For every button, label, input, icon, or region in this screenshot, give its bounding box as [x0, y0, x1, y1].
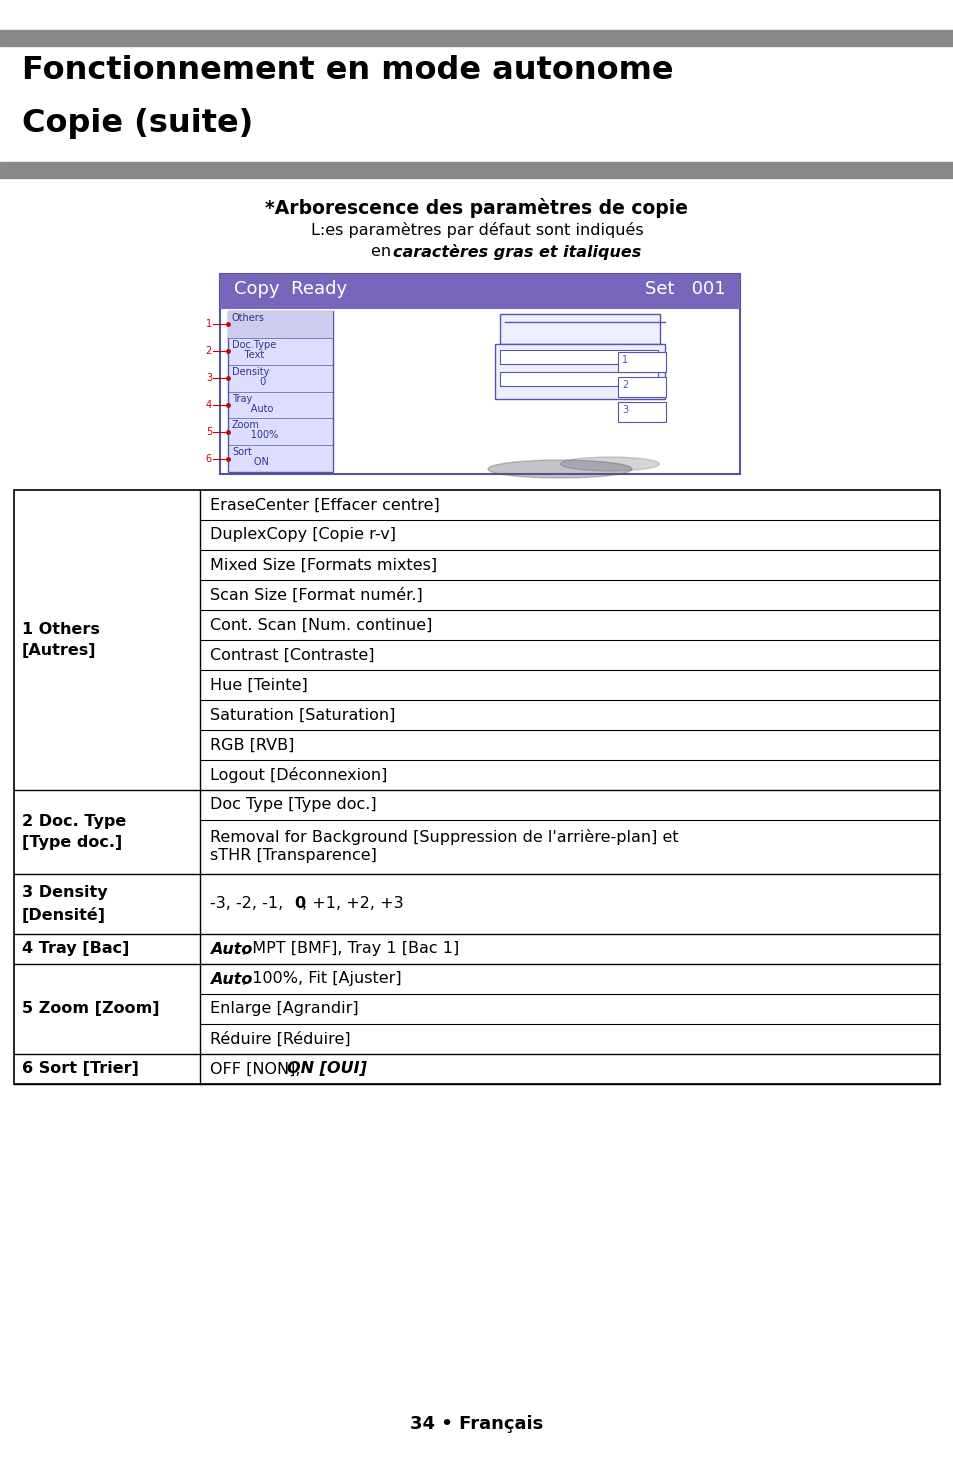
Text: 5 Zoom [Zoom]: 5 Zoom [Zoom] [22, 1002, 159, 1016]
Text: 4 Tray [Bac]: 4 Tray [Bac] [22, 941, 130, 956]
Bar [499, 314, 659, 344]
Text: Réduire [Réduire]: Réduire [Réduire] [210, 1031, 351, 1047]
Text: Auto: Auto [210, 941, 253, 956]
Text: Doc.Type: Doc.Type [232, 339, 276, 350]
Text: Others: Others [232, 313, 265, 323]
Text: Hue [Teinte]: Hue [Teinte] [210, 677, 308, 692]
Bar [0, 30, 953, 46]
Text: sTHR [Transparence]: sTHR [Transparence] [210, 848, 376, 863]
Text: *Arborescence des paramètres de copie: *Arborescence des paramètres de copie [265, 198, 688, 218]
Text: Cont. Scan [Num. continue]: Cont. Scan [Num. continue] [210, 618, 432, 633]
Text: Sort: Sort [232, 447, 252, 457]
Bar [228, 311, 333, 338]
Text: 3: 3 [206, 373, 212, 384]
Text: 6 Sort [Trier]: 6 Sort [Trier] [22, 1062, 139, 1077]
Text: 3 Density
[Densité]: 3 Density [Densité] [22, 885, 108, 923]
Text: Logout [Déconnexion]: Logout [Déconnexion] [210, 767, 387, 783]
Text: Zoom: Zoom [232, 420, 259, 431]
Text: 0: 0 [294, 897, 305, 912]
Text: 5: 5 [206, 426, 212, 437]
Text: ON [OUI]: ON [OUI] [287, 1062, 367, 1077]
Text: 2: 2 [206, 347, 212, 357]
Text: Auto: Auto [232, 404, 274, 413]
Text: Text: Text [232, 350, 264, 360]
Text: Tray: Tray [232, 394, 252, 404]
Text: Removal for Background [Suppression de l'arrière-plan] et: Removal for Background [Suppression de l… [210, 829, 678, 845]
Ellipse shape [560, 457, 659, 471]
Text: Density: Density [232, 367, 269, 376]
Bar [228, 311, 333, 472]
Bar [618, 403, 665, 422]
Bar [618, 378, 665, 397]
Text: , +1, +2, +3: , +1, +2, +3 [302, 897, 404, 912]
Text: Set   001: Set 001 [644, 280, 725, 298]
Bar [499, 350, 658, 364]
Text: 3: 3 [621, 406, 627, 414]
Bar [220, 274, 740, 473]
Text: Fonctionnement en mode autonome: Fonctionnement en mode autonome [22, 55, 673, 86]
Text: -3, -2, -1,: -3, -2, -1, [210, 897, 288, 912]
Ellipse shape [488, 460, 631, 478]
Text: 1: 1 [206, 320, 212, 329]
Text: 34 • Français: 34 • Français [410, 1415, 543, 1434]
Bar [220, 274, 740, 308]
Text: ON: ON [232, 457, 269, 468]
Text: 2 Doc. Type
[Type doc.]: 2 Doc. Type [Type doc.] [22, 814, 126, 850]
Bar [618, 353, 665, 372]
Text: L:es paramètres par défaut sont indiqués: L:es paramètres par défaut sont indiqués [311, 223, 642, 237]
Text: RGB [RVB]: RGB [RVB] [210, 738, 294, 752]
Text: 1 Others
[Autres]: 1 Others [Autres] [22, 622, 100, 658]
Text: en: en [371, 243, 395, 260]
Text: .: . [586, 243, 592, 260]
Bar [14, 490, 939, 1084]
Text: EraseCenter [Effacer centre]: EraseCenter [Effacer centre] [210, 497, 439, 512]
Text: Auto: Auto [210, 972, 253, 987]
Text: Enlarge [Agrandir]: Enlarge [Agrandir] [210, 1002, 358, 1016]
Text: Scan Size [Format numér.]: Scan Size [Format numér.] [210, 587, 422, 603]
Text: Copy  Ready: Copy Ready [233, 280, 347, 298]
Text: caractères gras et italiques: caractères gras et italiques [393, 243, 640, 260]
Text: DuplexCopy [Copie r-v]: DuplexCopy [Copie r-v] [210, 528, 395, 543]
Text: 4: 4 [206, 400, 212, 410]
Text: Mixed Size [Formats mixtes]: Mixed Size [Formats mixtes] [210, 558, 436, 572]
Text: Contrast [Contraste]: Contrast [Contraste] [210, 648, 375, 662]
Bar [0, 162, 953, 178]
Text: 1: 1 [621, 355, 627, 364]
Text: 6: 6 [206, 454, 212, 463]
Text: 2: 2 [621, 381, 628, 389]
Text: 100%: 100% [232, 431, 278, 441]
Text: Copie (suite): Copie (suite) [22, 108, 253, 139]
Text: OFF [NON],: OFF [NON], [210, 1062, 305, 1077]
Text: 0: 0 [232, 376, 266, 386]
Bar [499, 372, 658, 386]
Text: , MPT [BMF], Tray 1 [Bac 1]: , MPT [BMF], Tray 1 [Bac 1] [242, 941, 458, 956]
Text: , 100%, Fit [Ajuster]: , 100%, Fit [Ajuster] [242, 972, 401, 987]
Text: Saturation [Saturation]: Saturation [Saturation] [210, 708, 395, 723]
Text: Doc Type [Type doc.]: Doc Type [Type doc.] [210, 798, 376, 813]
Bar [495, 344, 664, 400]
